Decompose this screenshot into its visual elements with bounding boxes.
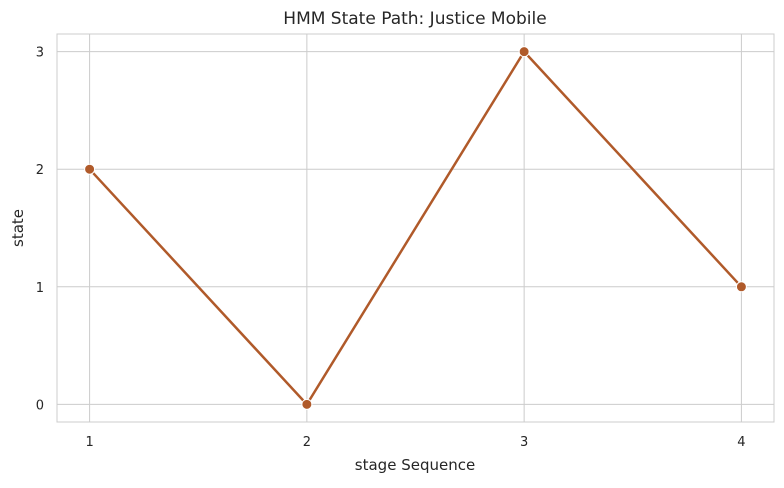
grid-lines (57, 34, 774, 422)
x-tick-label: 1 (85, 435, 93, 450)
chart-title: HMM State Path: Justice Mobile (283, 9, 546, 29)
y-tick-label: 0 (36, 398, 44, 413)
tick-labels: 1 2 3 4 0 1 2 3 (36, 46, 746, 450)
data-point (301, 398, 313, 410)
data-point (518, 46, 530, 58)
series-line (88, 50, 743, 406)
x-tick-label: 4 (737, 435, 745, 450)
data-point (84, 163, 96, 175)
y-tick-label: 3 (36, 46, 44, 61)
data-point (735, 281, 747, 293)
x-tick-label: 2 (303, 435, 311, 450)
y-axis-label: state (9, 209, 27, 247)
plot-frame (56, 33, 775, 423)
x-tick-label: 3 (520, 435, 528, 450)
x-axis-label: stage Sequence (355, 456, 475, 474)
y-tick-label: 1 (36, 281, 44, 296)
series-layer (84, 46, 747, 410)
y-tick-label: 2 (36, 163, 44, 178)
